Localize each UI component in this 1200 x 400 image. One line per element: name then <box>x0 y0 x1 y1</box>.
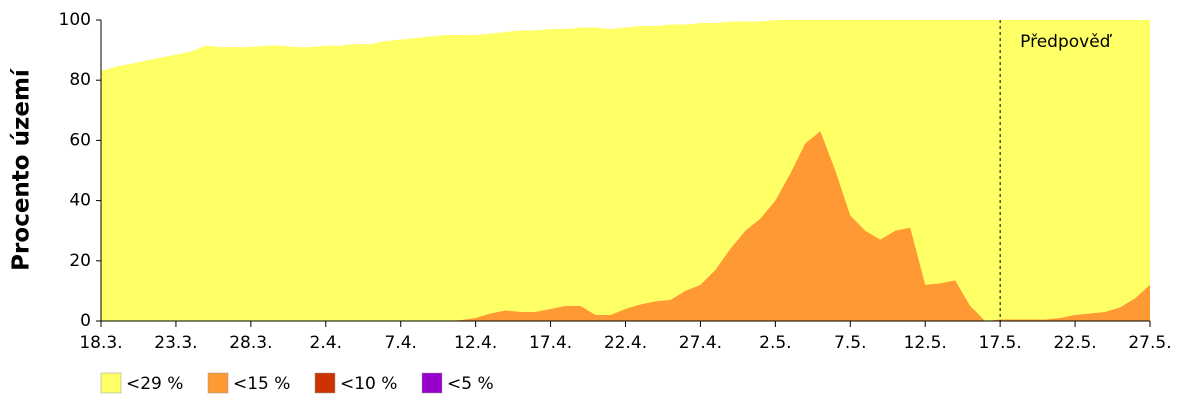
legend-label: <15 % <box>233 374 290 394</box>
x-tick-label: 23.3. <box>154 333 197 353</box>
y-tick-label: 80 <box>69 70 91 90</box>
y-tick-label: 100 <box>59 10 91 30</box>
area <box>101 20 1150 321</box>
x-tick-label: 12.5. <box>904 333 947 353</box>
x-tick-label: 18.3. <box>79 333 122 353</box>
legend-swatch <box>421 372 443 394</box>
x-tick-label: 17.4. <box>529 333 572 353</box>
x-tick-label: 22.4. <box>604 333 647 353</box>
x-tick-label: 28.3. <box>229 333 272 353</box>
y-axis-label: Procento území <box>9 68 35 271</box>
x-tick-label: 27.4. <box>679 333 722 353</box>
legend-swatch <box>314 372 336 394</box>
legend-label: <10 % <box>340 374 397 394</box>
x-tick-label: 27.5. <box>1128 333 1171 353</box>
legend-swatch <box>207 372 229 394</box>
area <box>101 131 1150 321</box>
y-tick-label: 40 <box>69 191 91 211</box>
x-tick-label: 2.4. <box>310 333 342 353</box>
x-tick-label: 12.4. <box>454 333 497 353</box>
x-tick-label: 7.4. <box>384 333 416 353</box>
x-tick-label: 2.5. <box>759 333 791 353</box>
x-tick-label: 22.5. <box>1053 333 1096 353</box>
y-tick-label: 20 <box>69 251 91 271</box>
legend-label: <5 % <box>447 374 494 394</box>
annotation: Předpověď <box>1020 32 1113 52</box>
x-tick-label: 17.5. <box>979 333 1022 353</box>
y-tick-label: 0 <box>80 311 91 331</box>
legend-label: <29 % <box>126 374 183 394</box>
y-tick-label: 60 <box>69 130 91 150</box>
legend-swatch <box>100 372 122 394</box>
x-tick-label: 7.5. <box>834 333 866 353</box>
